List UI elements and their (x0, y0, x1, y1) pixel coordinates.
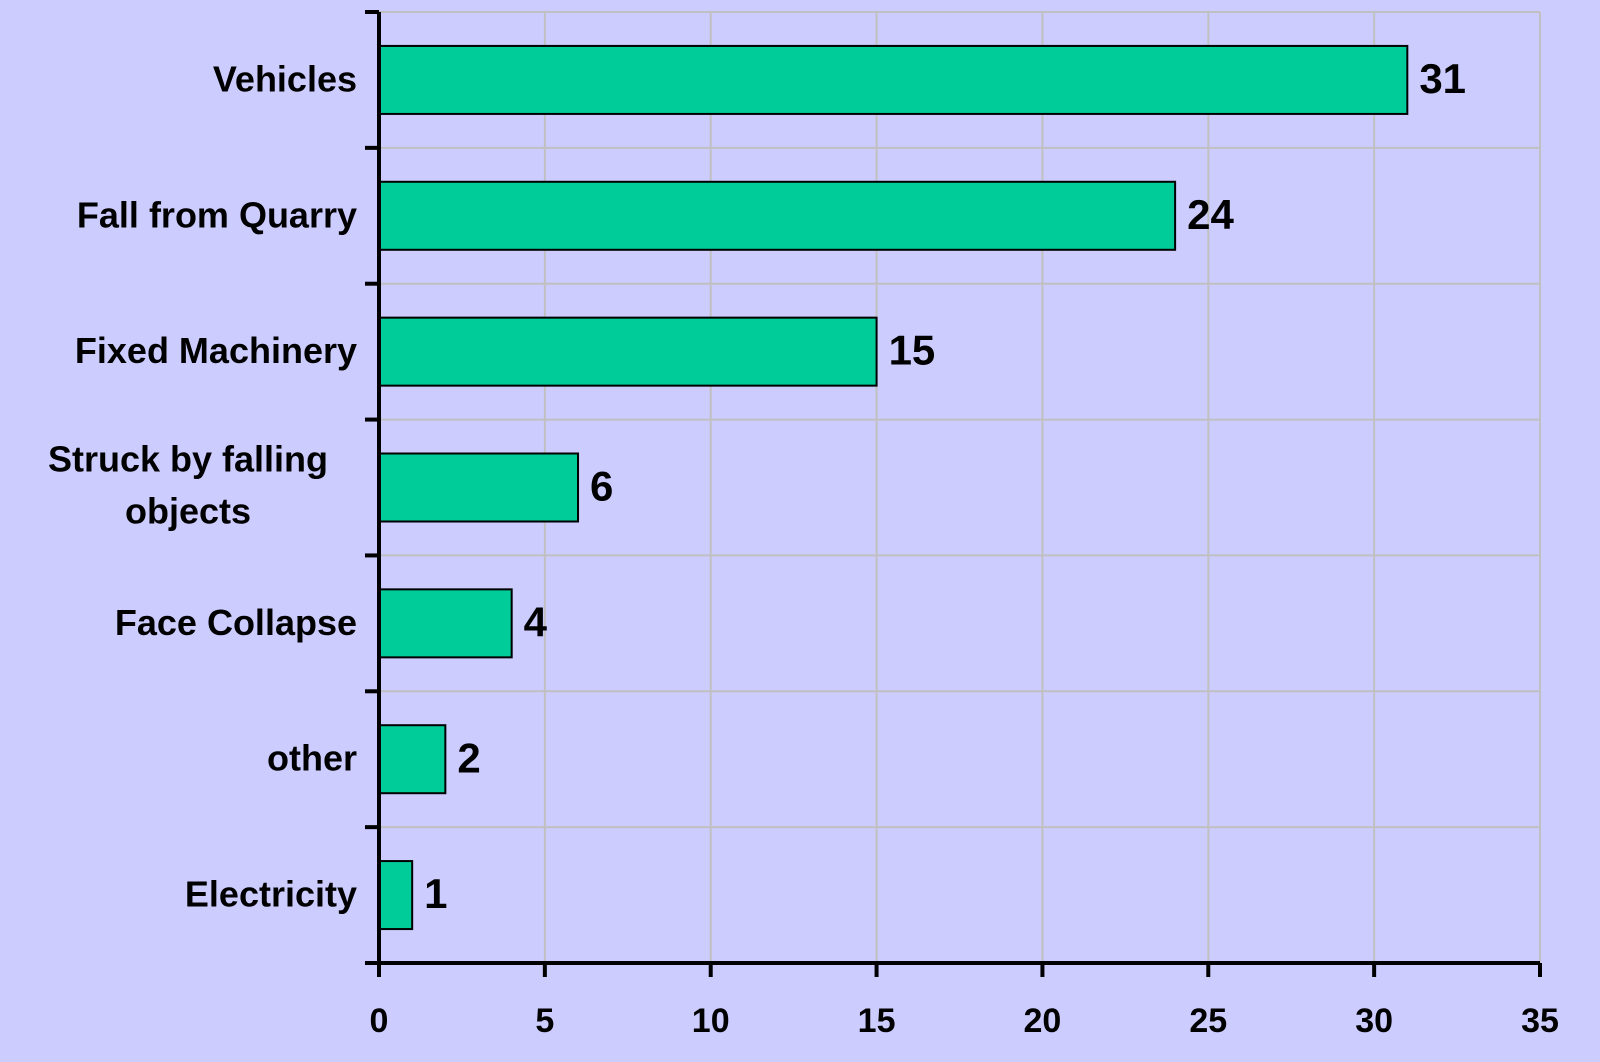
value-label: 6 (590, 463, 613, 510)
x-tick-label: 10 (692, 1002, 730, 1040)
x-tick-label: 0 (370, 1002, 389, 1040)
bar (378, 180, 1177, 251)
bar (378, 860, 414, 931)
bar (378, 44, 1409, 115)
value-label: 2 (457, 734, 480, 781)
bar (378, 724, 447, 795)
value-label: 1 (424, 870, 447, 917)
y-tick-label: Fixed Machinery (75, 330, 357, 371)
x-tick-label: 20 (1024, 1002, 1062, 1040)
value-label: 24 (1187, 191, 1234, 238)
value-label: 4 (524, 598, 548, 645)
y-tick-label: Vehicles (213, 58, 357, 99)
x-tick-label: 15 (858, 1002, 896, 1040)
y-tick-label: other (267, 738, 357, 779)
value-label: 31 (1419, 55, 1466, 102)
y-tick-label: Electricity (185, 874, 357, 915)
y-tick-label: Face Collapse (115, 602, 357, 643)
x-tick-label: 30 (1355, 1002, 1393, 1040)
value-label: 15 (889, 327, 936, 374)
bar (378, 452, 580, 523)
x-tick-label: 25 (1189, 1002, 1227, 1040)
bar (378, 588, 513, 659)
bar (378, 316, 878, 387)
y-tick-label: Fall from Quarry (77, 194, 357, 235)
x-tick-label: 35 (1521, 1002, 1559, 1040)
y-tick-label: Struck by falling objects (48, 438, 328, 531)
x-tick-label: 5 (535, 1002, 554, 1040)
